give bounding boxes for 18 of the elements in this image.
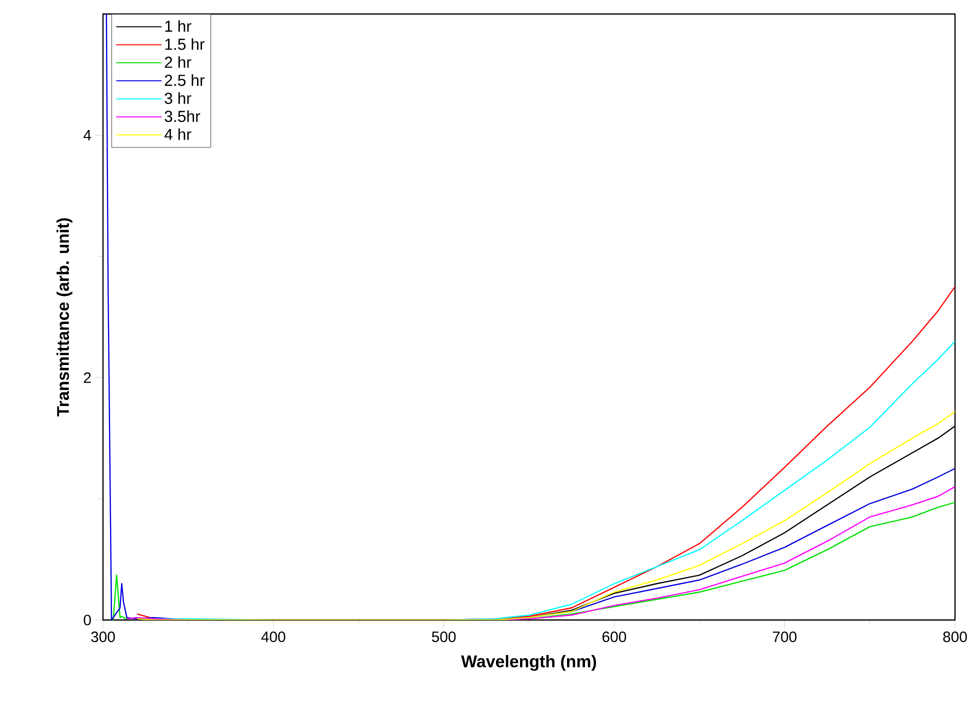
x-tick-label: 400 <box>261 632 286 642</box>
legend-label: 4 hr <box>164 128 192 140</box>
x-tick-label: 600 <box>602 632 626 642</box>
legend-label: 1 hr <box>165 20 192 32</box>
x-tick-label: 700 <box>772 632 796 642</box>
x-tick-label: 300 <box>91 632 115 642</box>
legend-label: 3 hr <box>164 92 192 104</box>
legend-label: 3.5hr <box>164 110 200 122</box>
legend-label: 1.5 hr <box>165 38 205 50</box>
y-tick-label: 2 <box>84 372 91 383</box>
y-tick-label: 4 <box>84 130 92 140</box>
x-tick-label: 500 <box>432 632 456 642</box>
legend-label: 2 hr <box>164 56 192 68</box>
x-axis-title: Wavelength (nm) <box>461 654 596 671</box>
legend-label: 2.5 hr <box>164 74 205 86</box>
x-tick-label: 800 <box>943 632 967 642</box>
y-axis-title: Transmittance (arb. unit) <box>56 218 72 416</box>
y-tick-label: 0 <box>84 614 91 626</box>
